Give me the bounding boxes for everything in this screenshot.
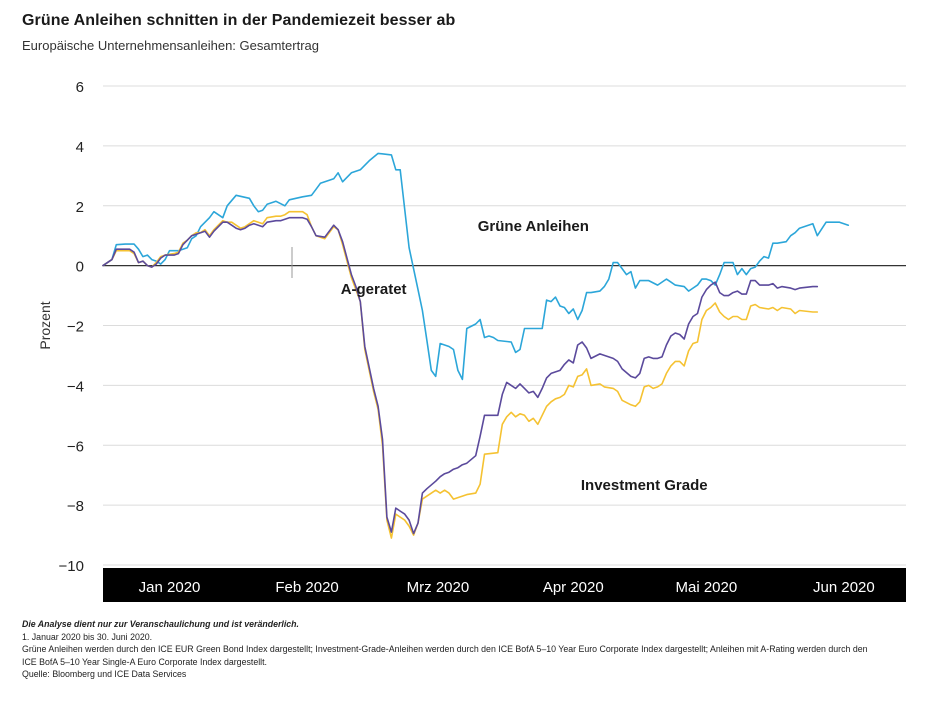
series-annotation: A-geratet	[341, 281, 407, 298]
series-annotation: Investment Grade	[581, 477, 708, 494]
x-axis-band	[103, 568, 906, 602]
x-tick-label: Jan 2020	[139, 579, 201, 596]
footnotes: Die Analyse dient nur zur Veranschaulich…	[22, 618, 922, 681]
y-tick-label: 6	[76, 79, 84, 96]
y-tick-label: 4	[76, 139, 84, 156]
x-tick-label: Mai 2020	[675, 579, 737, 596]
chart-subtitle: Europäische Unternehmensanleihen: Gesamt…	[22, 38, 320, 53]
chart-title: Grüne Anleihen schnitten in der Pandemie…	[22, 12, 456, 29]
y-axis-label: Prozent	[37, 301, 53, 349]
x-tick-label: Apr 2020	[543, 579, 604, 596]
line-chart: 6 4 2 0 −2 −4 −6 −8 −10 Prozent Jan 2020 Feb 2020 Mr…	[37, 79, 906, 602]
y-tick-label: −10	[59, 558, 84, 575]
y-tick-label: 2	[76, 199, 84, 216]
footnote-disclaimer: Die Analyse dient nur zur Veranschaulich…	[22, 619, 300, 629]
footnote-line: Quelle: Bloomberg und ICE Data Services	[22, 669, 187, 679]
footnote-line: 1. Januar 2020 bis 30. Juni 2020.	[22, 631, 153, 642]
series-annotation: Grüne Anleihen	[478, 218, 589, 235]
x-tick-label: Mrz 2020	[407, 579, 470, 596]
series-line-gr-ne-anleihen	[102, 152, 850, 381]
footnote-line: ICE BofA 5–10 Year Single-A Euro Corpora…	[22, 656, 268, 667]
series-line-investment-grade	[102, 210, 819, 539]
series-line-a-geratet	[102, 216, 819, 535]
y-tick-label: −4	[67, 378, 84, 395]
y-tick-label: −2	[67, 319, 84, 336]
y-tick-label: 0	[76, 259, 84, 276]
x-tick-label: Feb 2020	[275, 579, 338, 596]
x-tick-label: Jun 2020	[813, 579, 875, 596]
y-tick-label: −8	[67, 498, 84, 515]
footnote-line: Grüne Anleihen werden durch den ICE EUR …	[22, 644, 868, 654]
y-tick-label: −6	[67, 438, 84, 455]
